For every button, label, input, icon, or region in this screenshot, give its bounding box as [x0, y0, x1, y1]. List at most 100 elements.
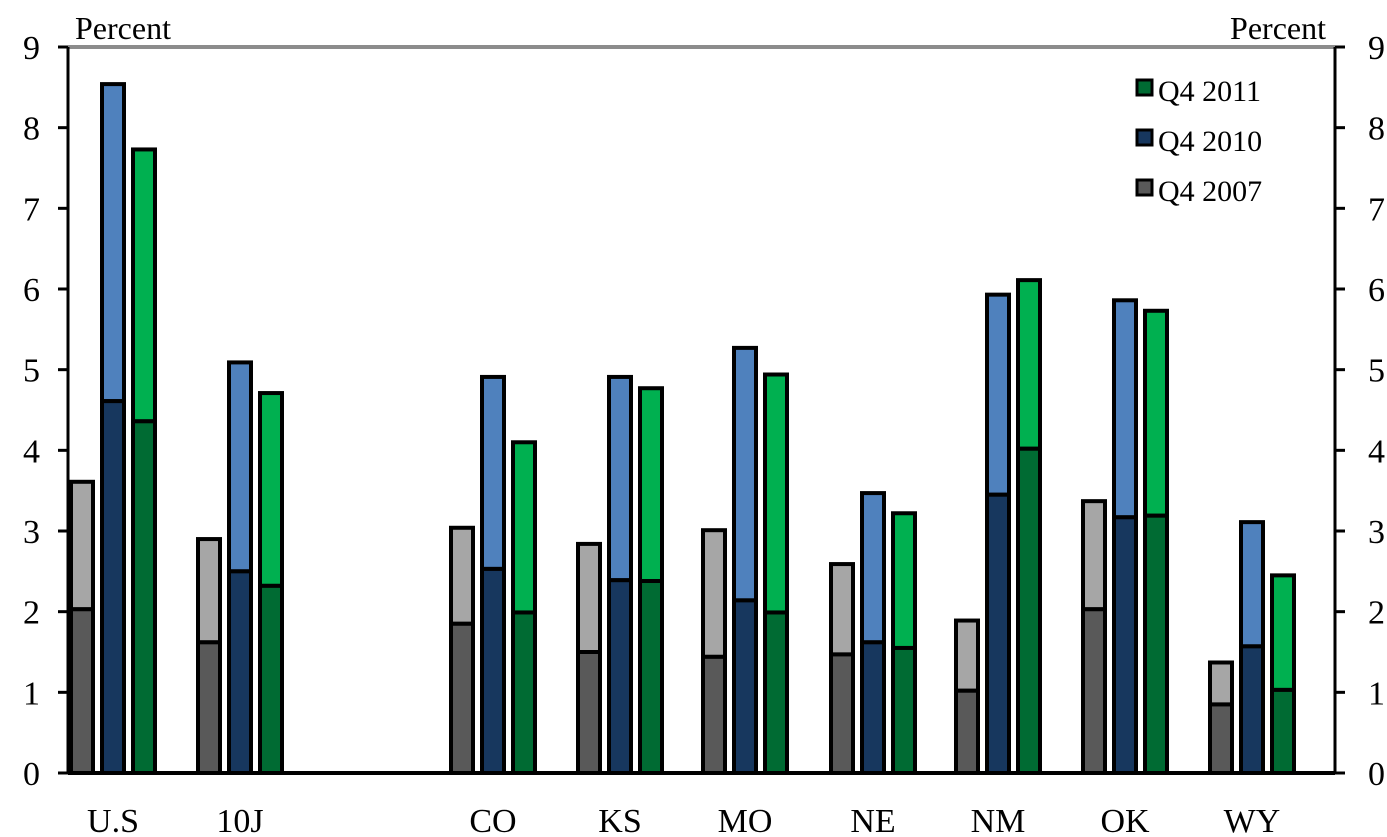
bar-lower-segment	[860, 640, 886, 775]
bar-lower-segment	[763, 610, 789, 775]
bar-group	[1208, 520, 1296, 776]
bar-lower-segment	[1081, 607, 1107, 775]
right-tick-label: 8	[1368, 111, 1385, 148]
left-tick-label: 0	[23, 756, 40, 793]
bar-upper-segment	[732, 345, 758, 603]
bar-upper-segment	[607, 374, 633, 583]
bar-lower-segment	[732, 598, 758, 776]
left-tick-label: 2	[23, 595, 40, 632]
bar-lower-segment	[227, 569, 253, 775]
bar-upper-segment	[1081, 499, 1107, 612]
bar-group	[449, 374, 537, 775]
x-category-label: NE	[850, 803, 895, 837]
bar-lower-segment	[829, 652, 855, 775]
right-tick-label: 3	[1368, 514, 1385, 551]
x-category-label: U.S	[87, 803, 139, 837]
left-tick-label: 6	[23, 272, 40, 309]
bar-lower-segment	[1239, 644, 1265, 775]
legend-label: Q4 2011	[1158, 75, 1261, 108]
left-axis-unit-label: Percent	[75, 10, 171, 46]
bar-group	[701, 345, 789, 776]
axis-labels: 0 0 1 1 2 2 3 3 4 4 5 5 6 6 7 7 8 8 9 9 U.S 10J CO KS MO NE NM OK WY	[23, 30, 1385, 837]
right-tick-label: 6	[1368, 272, 1385, 309]
right-tick-label: 5	[1368, 353, 1385, 390]
right-tick-label: 0	[1368, 756, 1385, 793]
bar-upper-segment	[638, 386, 664, 584]
bar-upper-segment	[511, 440, 537, 615]
bar-lower-segment	[576, 650, 602, 775]
bar-upper-segment	[69, 479, 95, 612]
bar-lower-segment	[954, 688, 980, 775]
bar-upper-segment	[258, 391, 284, 588]
legend-item: Q4 2010	[1135, 125, 1262, 158]
right-tick-label: 7	[1368, 191, 1385, 228]
bar-lower-segment	[480, 566, 506, 775]
bar-upper-segment	[1208, 660, 1234, 707]
bar-lower-segment	[258, 583, 284, 775]
bar-upper-segment	[860, 491, 886, 645]
bar-upper-segment	[985, 292, 1011, 497]
bar-upper-segment	[891, 511, 917, 650]
bar-lower-segment	[638, 579, 664, 775]
bar-upper-segment	[1016, 278, 1042, 451]
right-tick-label: 1	[1368, 675, 1385, 712]
legend-label: Q4 2010	[1158, 125, 1262, 158]
bar-upper-segment	[954, 618, 980, 693]
bar-upper-segment	[196, 537, 222, 645]
bar-upper-segment	[1270, 573, 1296, 692]
left-tick-label: 4	[23, 433, 40, 470]
left-tick-label: 8	[23, 111, 40, 148]
legend: Q4 2011 Q4 2010 Q4 2007	[1135, 75, 1262, 208]
bar-lower-segment	[1112, 515, 1138, 776]
right-axis-unit-label: Percent	[1230, 10, 1326, 46]
x-category-label: CO	[469, 803, 516, 837]
legend-label: Q4 2007	[1158, 175, 1262, 208]
bar-groups	[69, 82, 1296, 776]
right-tick-label: 4	[1368, 433, 1385, 470]
bar-lower-segment	[131, 419, 157, 775]
x-category-label: 10J	[216, 803, 263, 837]
bar-upper-segment	[1112, 298, 1138, 520]
x-category-label: MO	[718, 803, 773, 837]
right-tick-label: 9	[1368, 30, 1385, 67]
left-tick-label: 3	[23, 514, 40, 551]
bar-lower-segment	[196, 640, 222, 775]
bar-upper-segment	[449, 525, 475, 626]
bar-group	[196, 360, 284, 775]
bar-upper-segment	[1143, 308, 1169, 518]
legend-item: Q4 2011	[1135, 75, 1261, 108]
bar-group	[954, 278, 1042, 775]
bar-upper-segment	[701, 528, 727, 659]
bar-upper-segment	[576, 541, 602, 655]
bar-upper-segment	[763, 372, 789, 615]
bar-lower-segment	[891, 645, 917, 776]
bar-lower-segment	[1270, 687, 1296, 775]
bar-lower-segment	[69, 607, 95, 775]
bar-upper-segment	[829, 562, 855, 657]
legend-swatch	[1135, 78, 1154, 97]
x-category-label: OK	[1100, 803, 1150, 837]
bar-group	[576, 374, 664, 775]
left-tick-label: 9	[23, 30, 40, 67]
bar-lower-segment	[511, 610, 537, 775]
bar-lower-segment	[1143, 513, 1169, 775]
bar-group	[829, 491, 917, 776]
bar-group	[69, 82, 157, 775]
bar-lower-segment	[449, 621, 475, 775]
left-tick-label: 5	[23, 353, 40, 390]
bar-lower-segment	[607, 578, 633, 775]
legend-item: Q4 2007	[1135, 175, 1262, 208]
bar-upper-segment	[131, 147, 157, 424]
x-category-label: WY	[1224, 803, 1281, 837]
bar-group	[1081, 298, 1169, 776]
x-category-label: KS	[598, 803, 641, 837]
bar-upper-segment	[1239, 520, 1265, 649]
bar-lower-segment	[1208, 702, 1234, 776]
legend-swatch	[1135, 178, 1154, 197]
left-tick-label: 1	[23, 675, 40, 712]
bar-upper-segment	[100, 82, 126, 404]
right-tick-label: 2	[1368, 595, 1385, 632]
bar-lower-segment	[985, 492, 1011, 775]
left-tick-label: 7	[23, 191, 40, 228]
